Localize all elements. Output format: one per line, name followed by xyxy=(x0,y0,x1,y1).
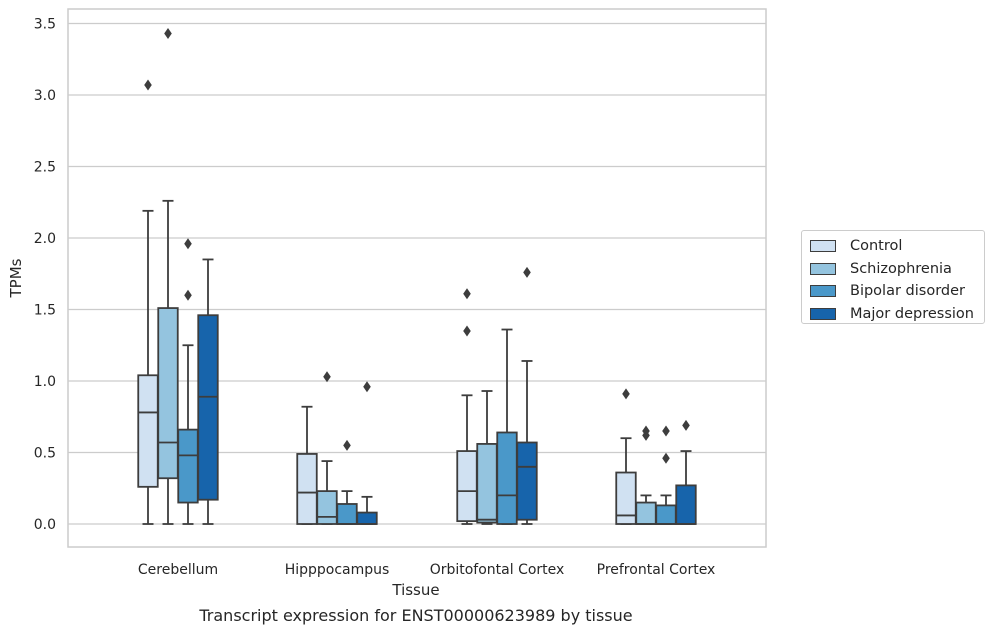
box-body xyxy=(356,511,378,525)
legend-label: Control xyxy=(850,238,903,255)
box-body xyxy=(157,307,179,480)
x-axis-label: Tissue xyxy=(391,581,439,599)
legend-item: Control xyxy=(810,235,984,258)
box-bipolar-disorder xyxy=(655,425,677,525)
legend-label: Major depression xyxy=(850,305,974,322)
y-tick-label: 2.0 xyxy=(34,231,56,247)
box-body xyxy=(296,453,318,525)
box-bipolar-disorder xyxy=(336,439,358,525)
outlier-point xyxy=(463,325,471,337)
outlier-point xyxy=(184,238,192,250)
outlier-point xyxy=(662,425,670,437)
box-body xyxy=(336,503,358,525)
outlier-point xyxy=(363,381,371,393)
y-tick-label: 3.5 xyxy=(34,17,56,33)
box-body xyxy=(655,504,677,525)
box-body xyxy=(197,314,219,501)
box-schizophrenia xyxy=(316,371,338,525)
x-axis-ticks: Cerebellum Hipppocampus Orbitofontal Corte… xyxy=(138,562,715,578)
box-body xyxy=(456,450,478,523)
legend-swatch xyxy=(810,240,836,253)
figure-caption: Transcript expression for ENST0000062398… xyxy=(199,606,633,625)
box-body xyxy=(476,443,498,524)
legend-swatch xyxy=(810,262,836,275)
box-schizophrenia xyxy=(635,425,657,525)
x-tick-label: Orbitofontal Cortex xyxy=(430,562,565,578)
legend-swatch xyxy=(810,285,836,298)
y-tick-label: 3.0 xyxy=(34,88,56,104)
box-body xyxy=(516,441,538,521)
outlier-point xyxy=(463,288,471,300)
box-major-depression xyxy=(516,266,538,525)
plot-frame xyxy=(67,8,767,548)
outlier-point xyxy=(682,419,690,431)
box-control xyxy=(456,288,478,525)
box-series xyxy=(137,28,697,525)
box-body xyxy=(635,501,657,525)
y-tick-label: 1.5 xyxy=(34,303,56,319)
legend-label: Bipolar disorder xyxy=(850,283,965,300)
box-schizophrenia xyxy=(157,28,179,525)
box-major-depression xyxy=(356,381,378,525)
x-tick-label: Prefrontal Cortex xyxy=(597,562,716,578)
box-body xyxy=(177,428,199,504)
box-control xyxy=(137,79,159,525)
box-body xyxy=(615,471,637,525)
box-major-depression xyxy=(675,419,697,525)
y-tick-label: 2.5 xyxy=(34,160,56,176)
legend-item: Schizophrenia xyxy=(810,258,984,281)
outlier-point xyxy=(184,289,192,301)
outlier-point xyxy=(164,28,172,40)
box-major-depression xyxy=(197,258,219,525)
y-axis-label: TPMs xyxy=(7,258,25,298)
outlier-point xyxy=(642,425,650,437)
y-tick-label: 0.0 xyxy=(34,517,56,533)
box-body xyxy=(496,431,518,525)
legend-item: Bipolar disorder xyxy=(810,280,984,303)
box-control xyxy=(296,405,318,525)
outlier-point xyxy=(662,452,670,464)
x-tick-label: Hipppocampus xyxy=(285,562,390,578)
box-bipolar-disorder xyxy=(496,328,518,525)
outlier-point xyxy=(323,371,331,383)
box-schizophrenia xyxy=(476,390,498,525)
box-body xyxy=(137,374,159,488)
outlier-point xyxy=(622,388,630,400)
box-body xyxy=(316,490,338,525)
outlier-point xyxy=(144,79,152,91)
y-tick-label: 0.5 xyxy=(34,446,56,462)
box-control xyxy=(615,388,637,525)
legend: Control Schizophrenia Bipolar disorder Majo… xyxy=(801,230,985,324)
y-tick-label: 1.0 xyxy=(34,374,56,390)
outlier-point xyxy=(343,439,351,451)
outlier-point xyxy=(523,266,531,278)
box-body xyxy=(675,484,697,525)
legend-label: Schizophrenia xyxy=(850,260,952,277)
x-tick-label: Cerebellum xyxy=(138,562,218,578)
legend-item: Major depression xyxy=(810,303,984,326)
y-axis-ticks: 0.0 0.5 1.0 1.5 2.0 2.5 3.0 3.5 xyxy=(34,17,56,534)
legend-swatch xyxy=(810,307,836,320)
